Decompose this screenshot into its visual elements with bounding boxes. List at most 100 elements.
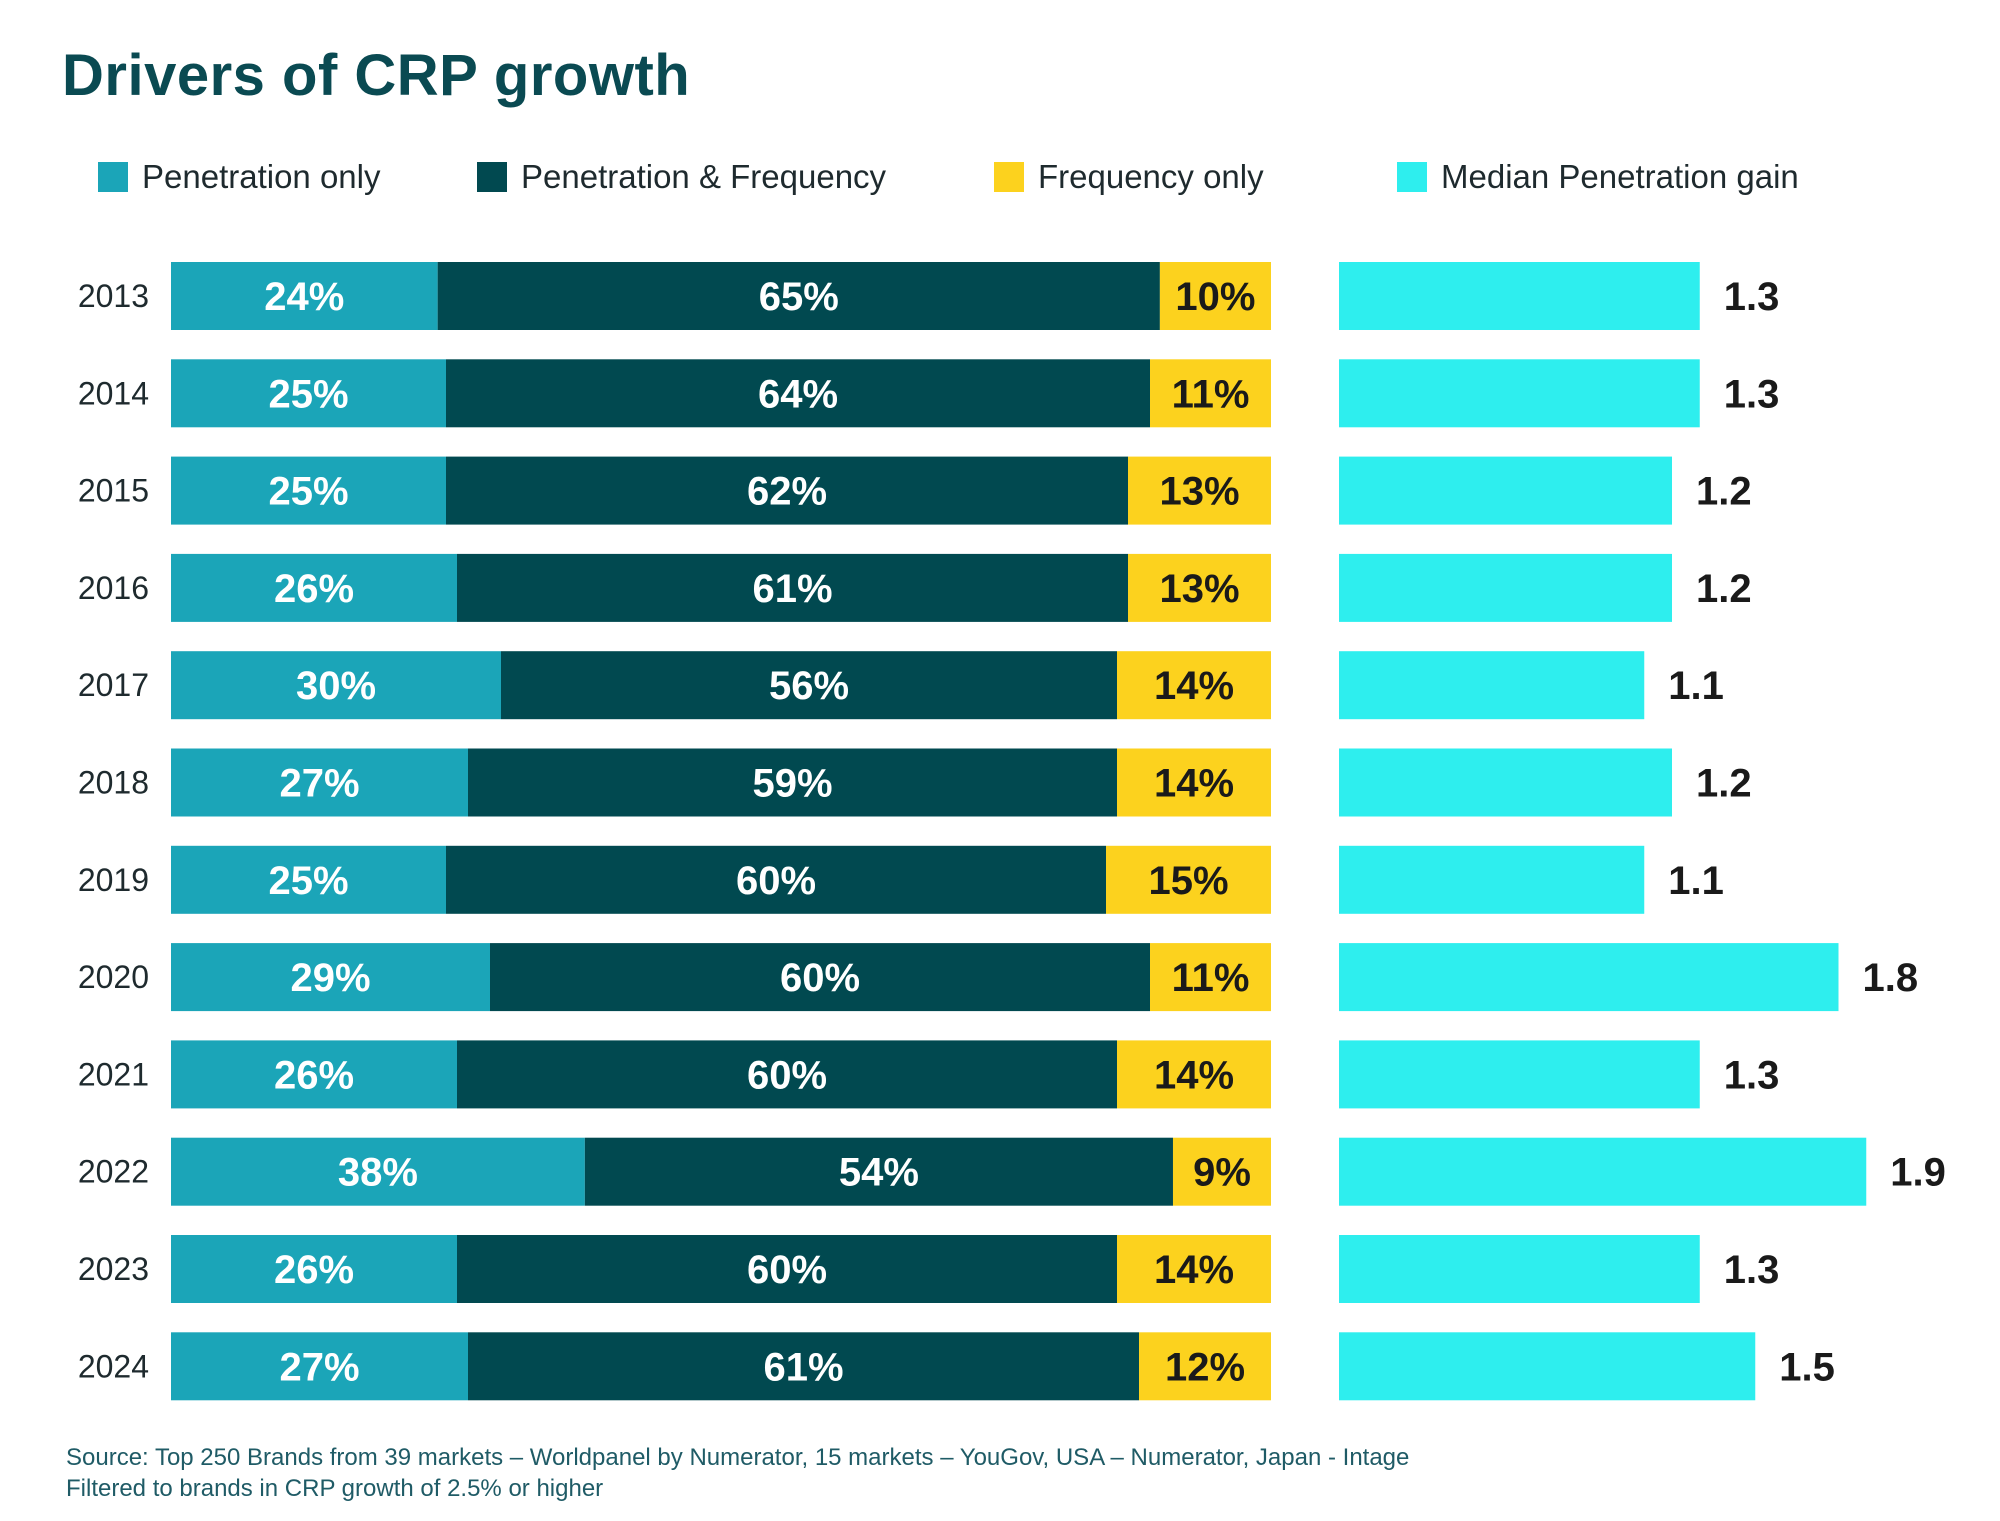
bar-frequency-only-2021 bbox=[1117, 1040, 1271, 1109]
bar-frequency-only-2023 bbox=[1117, 1235, 1271, 1303]
data-label-median-penetration-gain-2016: 1.2 bbox=[1696, 567, 1752, 611]
legend-label-penetration-frequency: Penetration & Frequency bbox=[521, 158, 887, 195]
legend-swatch-penetration-frequency bbox=[477, 162, 507, 192]
bar-penetration-only-2016 bbox=[171, 553, 457, 622]
bar-median-penetration-gain-2023 bbox=[1339, 1235, 1700, 1303]
data-label-frequency-only-2014: 11% bbox=[1172, 372, 1250, 416]
bar-penetration-only-2017 bbox=[171, 651, 501, 720]
bar-frequency-only-2014 bbox=[1150, 359, 1271, 428]
bar-median-penetration-gain-2016 bbox=[1339, 553, 1672, 622]
category-label-2014: 2014 bbox=[78, 375, 149, 411]
source-line-2: Filtered to brands in CRP growth of 2.5%… bbox=[66, 1475, 604, 1502]
bar-penetration-only-2018 bbox=[171, 748, 468, 817]
data-label-penetration-frequency-2021: 60% bbox=[747, 1053, 827, 1097]
data-label-penetration-only-2021: 26% bbox=[274, 1053, 354, 1097]
legend-label-frequency-only: Frequency only bbox=[1038, 158, 1264, 195]
data-label-median-penetration-gain-2020: 1.8 bbox=[1863, 956, 1919, 1000]
bar-frequency-only-2019 bbox=[1106, 845, 1271, 914]
data-label-frequency-only-2017: 14% bbox=[1154, 664, 1234, 708]
data-label-median-penetration-gain-2015: 1.2 bbox=[1696, 470, 1752, 514]
data-label-penetration-only-2016: 26% bbox=[274, 567, 354, 611]
data-label-frequency-only-2019: 15% bbox=[1148, 859, 1228, 903]
bar-median-penetration-gain-2024 bbox=[1339, 1332, 1756, 1401]
bar-median-penetration-gain-2019 bbox=[1339, 845, 1645, 914]
legend-label-penetration-only: Penetration only bbox=[142, 158, 381, 195]
bar-median-penetration-gain-2017 bbox=[1339, 651, 1645, 720]
data-label-penetration-frequency-2013: 65% bbox=[759, 275, 839, 319]
bar-median-penetration-gain-2014 bbox=[1339, 359, 1700, 428]
data-label-median-penetration-gain-2022: 1.9 bbox=[1890, 1151, 1946, 1195]
category-label-2024: 2024 bbox=[78, 1348, 149, 1384]
category-label-2022: 2022 bbox=[78, 1154, 149, 1190]
category-label-2020: 2020 bbox=[78, 959, 149, 995]
bar-median-penetration-gain-2020 bbox=[1339, 943, 1839, 1012]
bar-penetration-frequency-2021 bbox=[457, 1040, 1117, 1109]
data-label-penetration-frequency-2014: 64% bbox=[758, 372, 838, 416]
bar-penetration-only-2021 bbox=[171, 1040, 457, 1109]
category-label-2021: 2021 bbox=[78, 1056, 149, 1092]
bar-penetration-frequency-2017 bbox=[501, 651, 1117, 720]
bar-median-penetration-gain-2021 bbox=[1339, 1040, 1700, 1109]
category-label-2023: 2023 bbox=[78, 1251, 149, 1287]
bar-penetration-only-2019 bbox=[171, 845, 446, 914]
legend-swatch-median-penetration-gain bbox=[1397, 162, 1427, 192]
data-label-penetration-only-2022: 38% bbox=[338, 1151, 418, 1195]
legend-item-penetration-frequency: Penetration & Frequency bbox=[477, 158, 886, 196]
data-label-frequency-only-2013: 10% bbox=[1175, 275, 1255, 319]
data-label-penetration-frequency-2024: 61% bbox=[763, 1345, 843, 1389]
bar-frequency-only-2016 bbox=[1128, 553, 1271, 622]
data-label-penetration-frequency-2023: 60% bbox=[747, 1248, 827, 1292]
data-label-frequency-only-2023: 14% bbox=[1154, 1248, 1234, 1292]
bar-penetration-only-2015 bbox=[171, 456, 446, 525]
data-label-median-penetration-gain-2018: 1.2 bbox=[1696, 762, 1752, 806]
bar-frequency-only-2024 bbox=[1139, 1332, 1271, 1401]
bar-penetration-frequency-2018 bbox=[468, 748, 1117, 817]
bar-frequency-only-2022 bbox=[1172, 1137, 1271, 1206]
bar-median-penetration-gain-2015 bbox=[1339, 456, 1672, 525]
data-label-penetration-frequency-2017: 56% bbox=[769, 664, 849, 708]
data-label-frequency-only-2020: 11% bbox=[1172, 956, 1250, 1000]
data-label-median-penetration-gain-2023: 1.3 bbox=[1724, 1248, 1780, 1292]
data-label-penetration-frequency-2020: 60% bbox=[780, 956, 860, 1000]
bar-frequency-only-2017 bbox=[1117, 651, 1271, 720]
category-label-2017: 2017 bbox=[78, 667, 149, 703]
data-label-median-penetration-gain-2024: 1.5 bbox=[1779, 1345, 1835, 1389]
bar-penetration-frequency-2020 bbox=[490, 943, 1150, 1012]
bar-frequency-only-2018 bbox=[1117, 748, 1271, 817]
bar-penetration-only-2014 bbox=[171, 359, 446, 428]
bar-penetration-frequency-2014 bbox=[446, 359, 1150, 428]
data-label-median-penetration-gain-2021: 1.3 bbox=[1724, 1053, 1780, 1097]
legend-item-penetration-only: Penetration only bbox=[98, 158, 381, 196]
category-label-2013: 2013 bbox=[78, 278, 149, 314]
bar-median-penetration-gain-2018 bbox=[1339, 748, 1672, 817]
data-label-frequency-only-2021: 14% bbox=[1154, 1053, 1234, 1097]
data-label-penetration-only-2018: 27% bbox=[279, 762, 359, 806]
legend-swatch-frequency-only bbox=[994, 162, 1024, 192]
category-label-2019: 2019 bbox=[78, 862, 149, 898]
legend-item-frequency-only: Frequency only bbox=[994, 158, 1264, 196]
bar-penetration-frequency-2022 bbox=[584, 1137, 1173, 1206]
legend-swatch-penetration-only bbox=[98, 162, 128, 192]
data-label-penetration-only-2017: 30% bbox=[296, 664, 376, 708]
data-label-frequency-only-2024: 12% bbox=[1165, 1345, 1245, 1389]
bar-median-penetration-gain-2013 bbox=[1339, 262, 1700, 330]
data-label-frequency-only-2018: 14% bbox=[1154, 762, 1234, 806]
bar-median-penetration-gain-2022 bbox=[1339, 1137, 1867, 1206]
source-line-1: Source: Top 250 Brands from 39 markets –… bbox=[66, 1444, 1410, 1471]
bar-penetration-frequency-2024 bbox=[468, 1332, 1139, 1401]
category-label-2015: 2015 bbox=[78, 473, 149, 509]
bar-penetration-frequency-2019 bbox=[446, 845, 1106, 914]
category-label-2018: 2018 bbox=[78, 765, 149, 801]
category-label-2016: 2016 bbox=[78, 570, 149, 606]
data-label-frequency-only-2022: 9% bbox=[1193, 1151, 1251, 1195]
data-label-penetration-only-2024: 27% bbox=[279, 1345, 359, 1389]
chart-area: 2013 24% 65% 10% 1.3 2014 25% 64% 11% 1.3 2015 25% 6… bbox=[78, 262, 1946, 1401]
bar-penetration-only-2023 bbox=[171, 1235, 457, 1303]
data-label-penetration-only-2020: 29% bbox=[290, 956, 370, 1000]
legend-label-median-penetration-gain: Median Penetration gain bbox=[1441, 158, 1799, 195]
data-label-penetration-frequency-2015: 62% bbox=[747, 470, 827, 514]
bar-frequency-only-2013 bbox=[1159, 262, 1271, 330]
bar-penetration-frequency-2015 bbox=[446, 456, 1128, 525]
bar-penetration-frequency-2016 bbox=[457, 553, 1128, 622]
data-label-median-penetration-gain-2019: 1.1 bbox=[1668, 859, 1724, 903]
